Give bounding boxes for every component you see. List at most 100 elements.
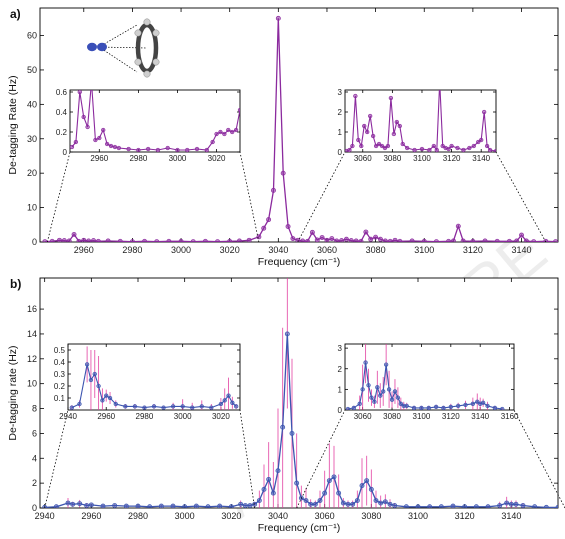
panel-1-main-x-tick-label: 3040 — [268, 511, 288, 521]
panel-0-main-data-point — [271, 187, 276, 193]
panel-0-main-data-point — [305, 238, 310, 242]
panel-1-inset-1-data-point — [389, 397, 395, 402]
panel-1-inset-1-data-point — [441, 405, 446, 410]
panel-1-inset-0-data-point — [132, 404, 138, 409]
panel-1-main-data-point — [289, 430, 295, 436]
panel-1-main-data-point — [403, 504, 409, 508]
panel-1-inset-0-y-tick-label: 0.2 — [54, 382, 66, 391]
panel-1-main-data-point — [368, 486, 374, 492]
panel-0-inset-0-data-point — [93, 137, 98, 143]
panel-0-main-y-tick-label: 30 — [27, 134, 37, 144]
panel-0-inset-0-data-point — [73, 139, 79, 145]
hydrogen-atom — [134, 29, 142, 37]
panel-1-inset-0-y-tick-label: 0.4 — [54, 358, 66, 367]
panel-1-main-data-point — [513, 501, 519, 507]
panel-0-main-x-tick-label: 2960 — [74, 245, 94, 255]
panel-1-inset-0-data-point — [100, 398, 105, 403]
panel-0-inset-0-data-point — [97, 135, 102, 141]
panel-0-main-data-point — [397, 238, 403, 242]
panel-1-main-data-point — [238, 501, 244, 507]
panel-0-main-data-point — [261, 225, 267, 231]
panel-0-inset-1-x-tick-label: 3080 — [383, 154, 401, 163]
panel-1-main-data-point — [252, 501, 258, 507]
molecule-icon — [87, 18, 160, 78]
panel-1-main-data-point — [473, 504, 479, 508]
panel-1-main-data-point — [350, 501, 356, 507]
panel-0-inset-1-data-point — [362, 123, 367, 129]
panel-1-inset-1-data-group — [345, 344, 505, 410]
panel-1-main-data-point — [294, 480, 300, 486]
panel-1-main-x-tick-label: 3140 — [501, 511, 521, 521]
panel-1-main-data-point — [147, 504, 153, 508]
panel-1-inset-1-data-point — [463, 402, 468, 407]
panel-1-inset-0-data-group — [69, 346, 239, 410]
panel-1-main-data-point — [427, 504, 433, 508]
panel-1-main-data-point — [266, 476, 272, 482]
panel-1-inset-0-data-point — [222, 398, 227, 403]
panel-0-main-data-point — [314, 237, 320, 242]
panel-1-main-data-point — [228, 504, 234, 508]
panel-1-main-data-point — [450, 503, 456, 508]
hydrogen-atom — [152, 29, 160, 37]
panel-1-main-data-point — [322, 490, 328, 496]
panel-1-inset-1-x-tick-label: 3160 — [501, 412, 519, 421]
panel-1-main-data-point — [354, 498, 360, 503]
panel-1-inset-1-data-point — [360, 387, 365, 392]
panel-0-main-data-point — [494, 238, 500, 242]
panel-0-main-y-tick-label: 40 — [27, 99, 37, 109]
panel-0-main-data-point — [455, 223, 461, 229]
panel-0-main-data-point — [339, 238, 345, 242]
panel-0-y-axis-label: De-tagging Rate (Hz) — [7, 75, 19, 174]
panel-0-main-data-point — [470, 238, 476, 242]
panel-0-main-data-point — [343, 236, 349, 242]
panel-0-inset-0-data-point — [218, 129, 223, 135]
panel-1-main-data-point — [392, 503, 398, 508]
panel-1-inset-1-data-point — [492, 405, 498, 410]
panel-1-main-data-point — [359, 483, 365, 489]
panel-0-main-data-point — [409, 238, 415, 242]
panel-0-main-data-point — [334, 238, 340, 242]
panel-1-main-data-point — [158, 503, 164, 508]
panel-1-inset-1-y-tick-label: 1 — [338, 385, 343, 394]
panel-0-inset-1-data-point — [412, 147, 417, 152]
panel-1-main-data-point — [182, 504, 188, 508]
panel-1-main-data-point — [317, 498, 323, 503]
panel-0-main-data-point — [450, 238, 456, 242]
panel-0-inset-0-connector-left — [46, 151, 71, 243]
panel-0-inset-1-data-group — [345, 90, 496, 152]
panel-0-main-data-point — [49, 238, 55, 242]
panel-0-main-data-point — [256, 234, 262, 240]
panel-0-main-y-tick-label: 50 — [27, 65, 37, 75]
panel-1-main-data-point — [77, 501, 83, 507]
panel-0-main-data-point — [358, 238, 364, 242]
panel-1-main-data-point — [275, 468, 281, 474]
panel-1-inset-0-data-point — [180, 404, 185, 409]
panel-0-main-data-point — [76, 238, 82, 242]
panel-1-main-data-point — [532, 504, 538, 508]
panel-1-inset-1-x-tick-label: 3080 — [383, 412, 401, 421]
panel-0-main-data-point — [392, 237, 398, 242]
panel-0-main-data-point — [95, 238, 101, 242]
panel-0-inset-1-data-point — [449, 143, 454, 149]
panel-1-main-data-point — [193, 503, 199, 508]
panel-1-inset-1-data-point — [383, 362, 389, 367]
panel-1-main-data-point — [378, 500, 384, 506]
panel-0-inset-0-data-point — [77, 90, 82, 95]
panel-1-main-data-point — [312, 501, 318, 507]
panel-0-main-data-point — [81, 237, 87, 242]
panel-0-inset-1-data-point — [476, 139, 481, 145]
panel-1-inset-0-data-point — [151, 404, 157, 409]
panel-0-main-data-point — [329, 236, 335, 242]
panel-1-inset-0-x-tick-label: 2940 — [59, 412, 77, 421]
panel-1-main-x-tick-label: 3020 — [221, 511, 241, 521]
panel-0-inset-1-data-point — [405, 145, 410, 151]
panel-1-inset-1-connector-left — [296, 409, 346, 509]
panel-0-inset-1-data-point — [467, 145, 472, 151]
panel-1-inset-0-data-point — [123, 404, 128, 409]
panel-0-inset-0-data-point — [185, 147, 190, 152]
panel-1-inset-0-data-point — [92, 371, 97, 377]
panel-1-main-data-point — [112, 503, 118, 508]
panel-0-main-x-tick-label: 2980 — [122, 245, 142, 255]
panel-0-main-data-point — [61, 238, 67, 242]
panel-0-inset-1-data-point — [382, 145, 388, 151]
